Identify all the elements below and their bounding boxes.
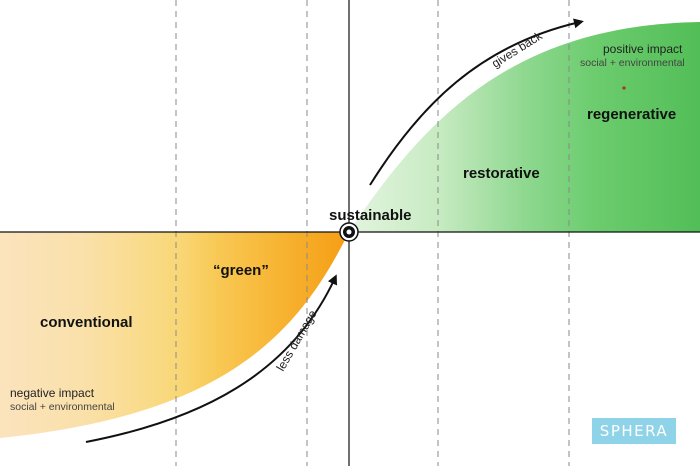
zone-label-green: “green” — [213, 262, 269, 279]
negative-impact-subtitle: social + environmental — [10, 401, 115, 413]
negative-impact-title: negative impact — [10, 386, 95, 400]
positive-region — [349, 22, 700, 232]
positive-impact-title: positive impact — [603, 42, 683, 56]
positive-impact-subtitle: social + environmental — [580, 57, 685, 69]
marker-dot — [622, 86, 626, 90]
zone-label-conventional: conventional — [40, 314, 133, 331]
negative-region — [0, 232, 349, 438]
zone-label-sustainable: sustainable — [329, 207, 412, 224]
sustainable-origin-icon — [339, 222, 359, 242]
sphera-logo: SPHERA — [592, 418, 676, 444]
zone-label-regenerative: regenerative — [587, 106, 677, 123]
gives-back-arrow — [369, 18, 584, 186]
zone-label-restorative: restorative — [463, 165, 540, 182]
less-damage-arrow — [85, 274, 338, 443]
